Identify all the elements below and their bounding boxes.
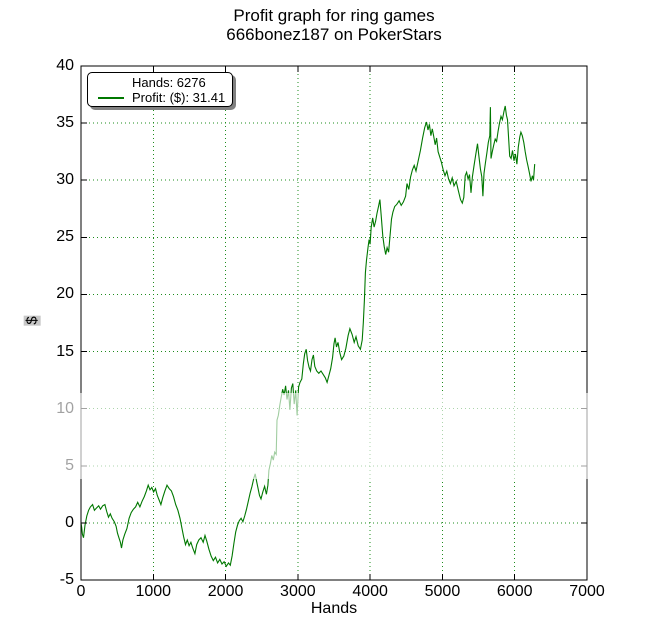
y-axis-label: $	[23, 315, 41, 326]
tick-label-x: 6000	[496, 583, 533, 600]
tick-label-x: 3000	[280, 583, 316, 600]
x-axis-label: Hands	[310, 600, 358, 617]
tick-label-y: 5	[65, 456, 74, 474]
tick-label-x: 7000	[569, 583, 605, 600]
profit-line	[80, 105, 536, 568]
tick-label-y: 30	[56, 171, 74, 189]
chart-title-line-1: Profit graph for ring games	[233, 6, 435, 25]
tick-label-y: -5	[59, 571, 74, 588]
legend-line-sample-icon	[98, 96, 124, 99]
tick-label-y: 15	[56, 342, 74, 360]
tick-label-x: 0	[76, 583, 86, 600]
legend-entry-profit: Profit: ($): 31.41	[88, 90, 232, 105]
tick-label-y: 35	[56, 114, 74, 132]
tick-label-x: 1000	[135, 583, 172, 600]
tick-label-x: 5000	[424, 583, 461, 600]
tick-label-x: 2000	[207, 583, 244, 600]
legend-hands-label: Hands: 6276	[132, 74, 206, 90]
plot-frame	[80, 65, 588, 581]
legend-entry-hands: Hands: 6276	[88, 75, 232, 90]
legend: Hands: 6276 Profit: ($): 31.41	[87, 72, 233, 107]
chart-title: Profit graph for ring games 666bonez187 …	[81, 6, 587, 44]
chart-title-line-2: 666bonez187 on PokerStars	[226, 25, 442, 44]
legend-profit-label: Profit: ($): 31.41	[132, 89, 226, 105]
tick-label-y: 40	[56, 57, 74, 74]
tick-label-x: 4000	[352, 583, 388, 600]
tick-label-y: 20	[56, 285, 74, 303]
tick-label-y: 0	[65, 513, 74, 531]
legend-blank-sample	[98, 82, 124, 84]
tick-label-y: 10	[56, 399, 74, 417]
tick-label-y: 25	[56, 228, 74, 246]
